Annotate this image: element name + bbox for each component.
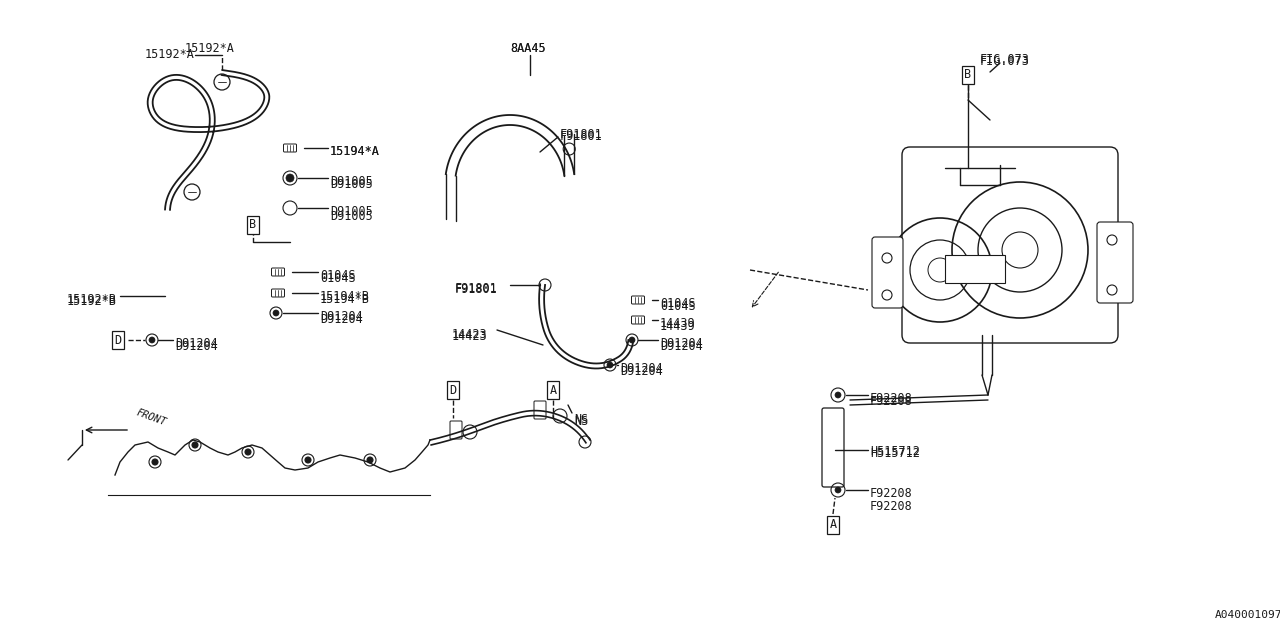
Text: D91204: D91204 xyxy=(660,337,703,350)
FancyBboxPatch shape xyxy=(534,401,547,419)
Text: F92208: F92208 xyxy=(870,392,913,405)
Text: 14439: 14439 xyxy=(660,317,695,330)
Text: D91204: D91204 xyxy=(620,362,663,375)
Text: F91801: F91801 xyxy=(454,283,498,296)
FancyBboxPatch shape xyxy=(631,296,645,304)
Text: 15192*A: 15192*A xyxy=(186,42,234,55)
Text: 14423: 14423 xyxy=(452,328,488,341)
FancyBboxPatch shape xyxy=(631,316,645,324)
Text: 15194*A: 15194*A xyxy=(330,145,380,158)
Circle shape xyxy=(244,449,251,455)
Circle shape xyxy=(835,487,841,493)
Text: 0104S: 0104S xyxy=(320,272,356,285)
Text: D91005: D91005 xyxy=(330,210,372,223)
Text: D: D xyxy=(449,383,457,397)
FancyBboxPatch shape xyxy=(271,268,284,276)
Text: D91204: D91204 xyxy=(175,340,218,353)
Text: 0104S: 0104S xyxy=(660,300,695,313)
Text: 8AA45: 8AA45 xyxy=(509,42,545,55)
Text: NS: NS xyxy=(573,415,589,428)
Text: 0104S: 0104S xyxy=(660,297,695,310)
Text: A: A xyxy=(549,383,557,397)
Text: B: B xyxy=(964,68,972,81)
FancyBboxPatch shape xyxy=(1097,222,1133,303)
Text: FRONT: FRONT xyxy=(134,408,168,428)
Text: 15194*B: 15194*B xyxy=(320,293,370,306)
Text: D91005: D91005 xyxy=(330,205,372,218)
Text: FIG.073: FIG.073 xyxy=(980,53,1030,66)
FancyBboxPatch shape xyxy=(271,289,284,297)
Text: A: A xyxy=(829,518,837,531)
Text: H515712: H515712 xyxy=(870,445,920,458)
Text: D91204: D91204 xyxy=(620,365,663,378)
Text: D91204: D91204 xyxy=(660,340,703,353)
Text: 0104S: 0104S xyxy=(320,269,356,282)
Text: 15194*B: 15194*B xyxy=(320,290,370,303)
Circle shape xyxy=(367,457,372,463)
Circle shape xyxy=(628,337,635,343)
Text: D91204: D91204 xyxy=(175,337,218,350)
Circle shape xyxy=(148,337,155,343)
Circle shape xyxy=(192,442,198,448)
Circle shape xyxy=(285,174,294,182)
Text: 15192*B: 15192*B xyxy=(67,293,116,306)
Text: F91801: F91801 xyxy=(561,130,603,143)
Text: 14423: 14423 xyxy=(452,330,488,343)
Bar xyxy=(945,255,1005,283)
Text: D: D xyxy=(114,333,122,346)
Text: B: B xyxy=(250,218,256,232)
Circle shape xyxy=(273,310,279,316)
Circle shape xyxy=(835,392,841,398)
FancyBboxPatch shape xyxy=(902,147,1117,343)
Text: 8AA45: 8AA45 xyxy=(509,42,545,55)
Circle shape xyxy=(152,459,157,465)
Text: F92208: F92208 xyxy=(870,500,913,513)
Text: A040001097: A040001097 xyxy=(1215,610,1280,620)
Text: F92208: F92208 xyxy=(870,395,913,408)
Text: F92208: F92208 xyxy=(870,487,913,500)
Text: H515712: H515712 xyxy=(870,447,920,460)
FancyBboxPatch shape xyxy=(451,421,462,439)
Text: F91801: F91801 xyxy=(454,282,498,295)
FancyBboxPatch shape xyxy=(283,144,297,152)
Circle shape xyxy=(305,457,311,463)
Circle shape xyxy=(607,362,613,368)
FancyBboxPatch shape xyxy=(822,408,844,487)
Text: D91005: D91005 xyxy=(330,175,372,188)
Text: 15194*A: 15194*A xyxy=(330,145,380,158)
FancyBboxPatch shape xyxy=(872,237,902,308)
Text: 15192*B: 15192*B xyxy=(67,295,116,308)
Text: D91204: D91204 xyxy=(320,310,362,323)
Text: D91204: D91204 xyxy=(320,313,362,326)
Text: FIG.073: FIG.073 xyxy=(980,55,1030,68)
Text: NS: NS xyxy=(573,413,589,426)
Text: 15192*A: 15192*A xyxy=(145,48,195,61)
Text: 14439: 14439 xyxy=(660,320,695,333)
Text: D91005: D91005 xyxy=(330,178,372,191)
Text: F91801: F91801 xyxy=(561,128,603,141)
